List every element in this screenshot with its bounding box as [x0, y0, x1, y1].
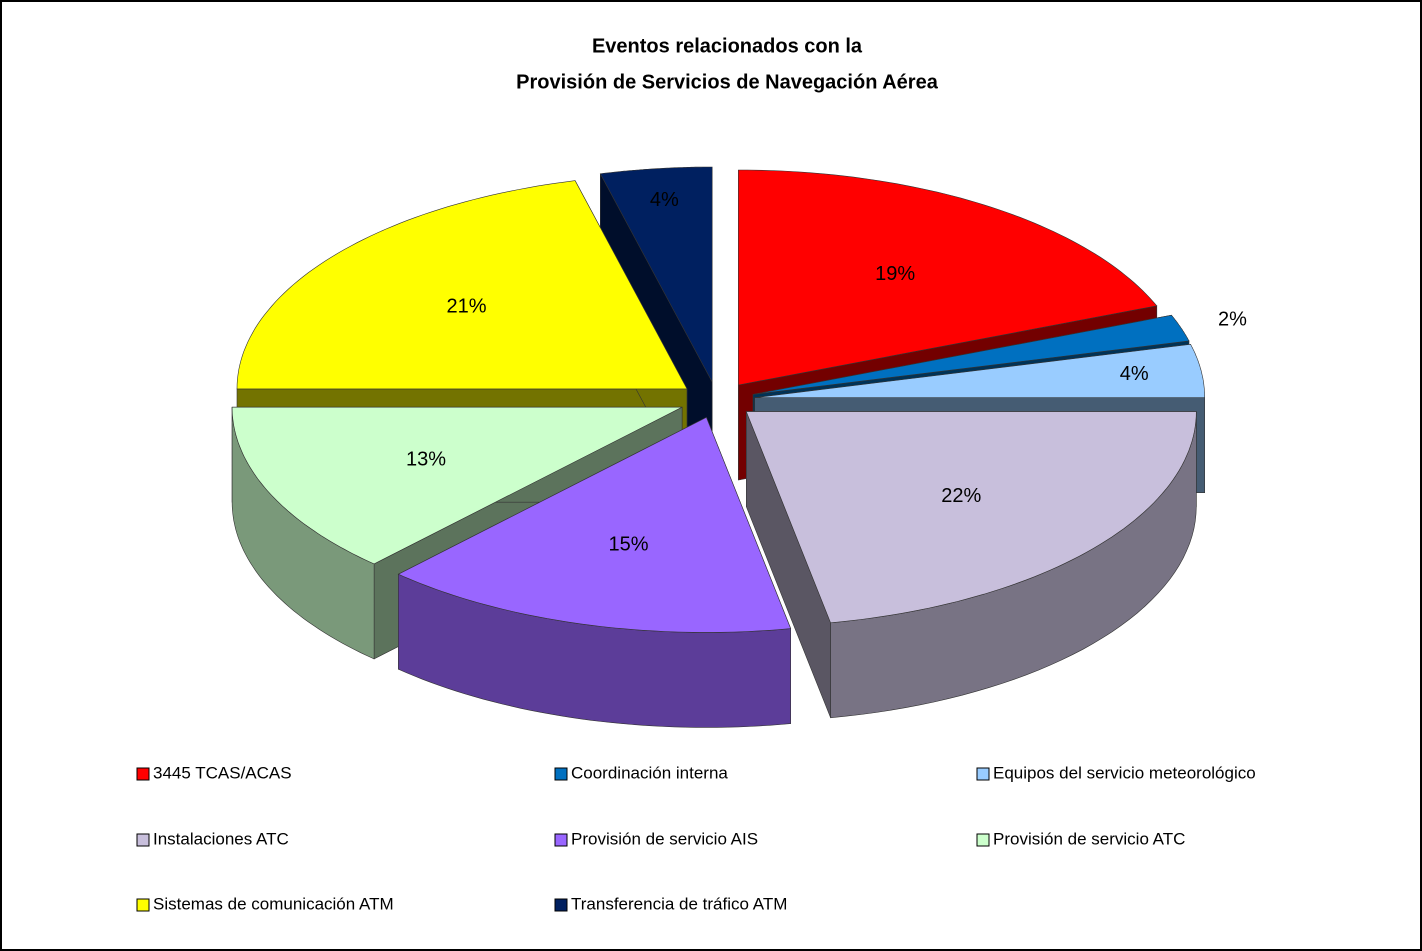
data-label: 19% [875, 263, 915, 285]
legend-swatch [976, 767, 990, 781]
data-label: 15% [609, 534, 649, 556]
chart-title: Eventos relacionados con la [592, 35, 863, 57]
slice-top [745, 411, 1197, 624]
slice-top [753, 314, 1190, 395]
data-label: 22% [941, 485, 981, 507]
slice-top [738, 169, 1158, 386]
legend-label: Provisión de servicio ATC [993, 829, 1185, 848]
legend-label: Instalaciones ATC [153, 829, 289, 848]
data-label: 21% [447, 295, 487, 317]
data-label: 13% [406, 448, 446, 470]
slice-top [754, 343, 1205, 399]
legend-swatch [136, 898, 150, 912]
slice-top [231, 406, 683, 565]
slice-top [397, 416, 792, 633]
slice-top [599, 166, 713, 383]
legend-swatch [554, 767, 568, 781]
data-label: 4% [650, 189, 679, 211]
legend-label: Equipos del servicio meteorológico [993, 763, 1256, 782]
slice [745, 411, 1197, 719]
legend-swatch [136, 767, 150, 781]
legend-label: Provisión de servicio AIS [571, 829, 758, 848]
legend-label: Coordinación interna [571, 763, 728, 782]
data-label: 4% [1120, 363, 1149, 385]
legend-label: 3445 TCAS/ACAS [153, 763, 292, 782]
slice [397, 416, 792, 728]
legend-swatch [554, 898, 568, 912]
legend-swatch [554, 833, 568, 847]
legend-label: Transferencia de tráfico ATM [571, 894, 787, 913]
legend-label: Sistemas de comunicación ATM [153, 894, 394, 913]
legend-swatch [136, 833, 150, 847]
data-label: 2% [1218, 308, 1247, 330]
legend-swatch [976, 833, 990, 847]
slice-top [236, 180, 688, 390]
chart-title: Provisión de Servicios de Navegación Aér… [516, 71, 939, 93]
